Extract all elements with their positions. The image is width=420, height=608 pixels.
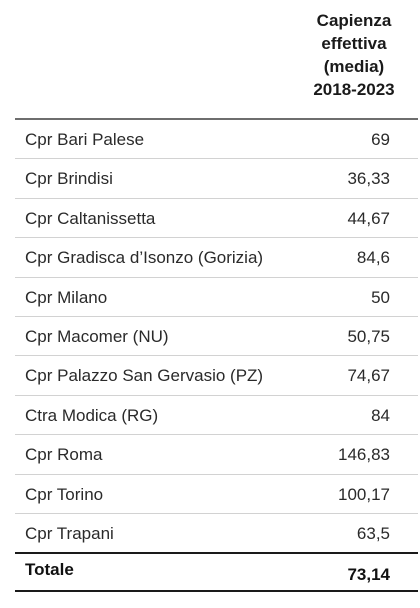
table-row: Cpr Caltanissetta 44,67 — [15, 199, 418, 239]
row-name: Cpr Palazzo San Gervasio (PZ) — [25, 366, 264, 386]
row-name: Cpr Brindisi — [25, 169, 113, 189]
column-header-line: (media) — [323, 57, 385, 76]
row-name: Cpr Gradisca d’Isonzo (Gorizia) — [25, 248, 264, 268]
column-header-line: Capienza — [316, 11, 392, 30]
table-row: Ctra Modica (RG) 84 — [15, 396, 418, 436]
column-header-capienza: Capienza effettiva (media) 2018-2023 — [294, 9, 414, 101]
table-row: Cpr Brindisi 36,33 — [15, 159, 418, 199]
row-value: 50 — [371, 287, 390, 307]
total-label: Totale — [25, 560, 74, 580]
row-name: Cpr Roma — [25, 445, 103, 465]
table-row: Cpr Gradisca d’Isonzo (Gorizia) 84,6 — [15, 238, 418, 278]
table-row: Cpr Macomer (NU) 50,75 — [15, 317, 418, 357]
row-value: 36,33 — [347, 169, 390, 189]
table-row: Cpr Trapani 63,5 — [15, 514, 418, 554]
row-value: 146,83 — [338, 445, 390, 465]
row-name: Ctra Modica (RG) — [25, 405, 159, 425]
table-body: Cpr Bari Palese 69 Cpr Brindisi 36,33 Cp… — [15, 120, 418, 554]
row-name: Cpr Caltanissetta — [25, 208, 156, 228]
total-row: Totale 73,14 — [15, 552, 418, 593]
table-row: Cpr Palazzo San Gervasio (PZ) 74,67 — [15, 356, 418, 396]
row-name: Cpr Trapani — [25, 523, 114, 543]
table-row: Cpr Torino 100,17 — [15, 475, 418, 514]
row-name: Cpr Torino — [25, 484, 104, 504]
row-value: 84 — [371, 405, 390, 425]
column-header-line: 2018-2023 — [313, 80, 395, 99]
table-header: Capienza effettiva (media) 2018-2023 — [15, 0, 418, 120]
row-name: Cpr Bari Palese — [25, 130, 145, 149]
total-value: 73,14 — [347, 565, 390, 585]
row-value: 50,75 — [347, 326, 390, 346]
table-row: Cpr Bari Palese 69 — [15, 120, 418, 160]
row-name: Cpr Macomer (NU) — [25, 326, 169, 346]
row-value: 44,67 — [347, 208, 390, 228]
row-name: Cpr Milano — [25, 287, 108, 307]
table-row: Cpr Milano 50 — [15, 278, 418, 317]
row-value: 74,67 — [347, 366, 390, 386]
table-row: Cpr Roma 146,83 — [15, 435, 418, 475]
column-header-line: effettiva — [321, 34, 387, 53]
row-value: 100,17 — [338, 484, 390, 504]
capacity-table: Capienza effettiva (media) 2018-2023 Cpr… — [15, 0, 418, 593]
row-value: 69 — [371, 130, 390, 149]
row-value: 63,5 — [356, 523, 390, 543]
row-value: 84,6 — [356, 248, 390, 268]
